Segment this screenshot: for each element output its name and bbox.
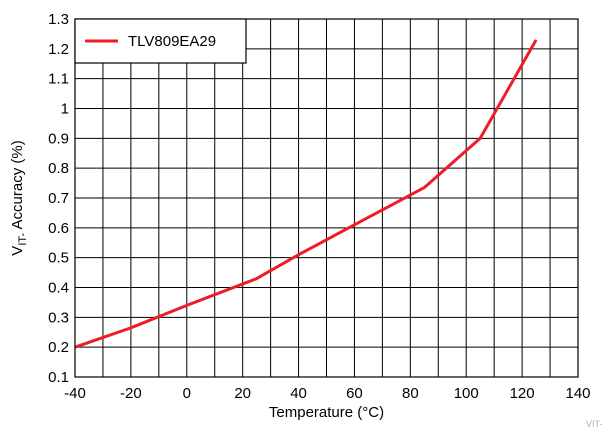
y-tick-label: 0.3 [48,309,69,326]
y-tick-label: 0.7 [48,190,69,207]
x-tick-label: -40 [64,385,86,402]
y-tick-label: 1.2 [48,41,69,58]
y-tick-labels: 0.1 0.2 0.3 0.4 0.5 0.6 0.7 0.8 0.9 1 1.1 1.2 1.3 [48,11,69,386]
y-tick-label: 0.4 [48,280,69,297]
y-tick-label: 1.3 [48,11,69,28]
y-tick-label: 0.6 [48,220,69,237]
y-tick-label: 0.9 [48,130,69,147]
y-axis-title-subscript: IT- [17,233,29,246]
x-tick-label: 40 [290,385,307,402]
grid [74,18,579,378]
x-tick-label: 80 [402,385,419,402]
series-layer [74,39,538,349]
x-tick-label: 0 [183,385,191,402]
y-axis-title-prefix: V [9,246,26,256]
y-axis-title-suffix: Accuracy (%) [9,140,26,233]
legend-label: TLV809EA29 [128,33,216,50]
y-tick-label: 0.5 [48,250,69,267]
plot-frame [74,18,579,378]
x-tick-label: 120 [510,385,535,402]
x-tick-label: 20 [234,385,251,402]
x-tick-labels: -40 -20 0 20 40 60 80 100 120 140 [64,385,590,402]
y-tick-label: 1 [61,101,69,118]
legend: TLV809EA29 [74,18,247,64]
x-tick-label: 140 [565,385,590,402]
x-axis-title: Temperature (°C) [269,404,384,421]
series-line [74,39,538,349]
x-tick-label: 100 [454,385,479,402]
y-axis-title: VIT- Accuracy (%) [9,140,29,255]
y-tick-label: 0.8 [48,160,69,177]
y-tick-label: 1.1 [48,71,69,88]
x-tick-label: 60 [346,385,363,402]
y-tick-label: 0.1 [48,369,69,386]
figure-id-watermark: VIT- [586,419,603,429]
x-tick-label: -20 [120,385,142,402]
y-tick-label: 0.2 [48,339,69,356]
